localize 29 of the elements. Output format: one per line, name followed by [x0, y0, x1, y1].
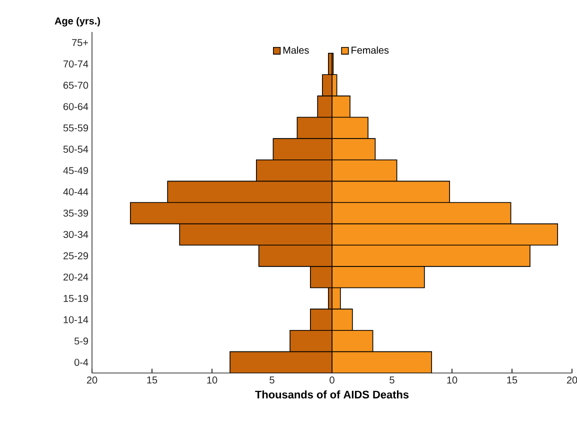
- x-tick-label: 5: [270, 376, 274, 384]
- y-tick-label: 75+: [72, 39, 88, 46]
- x-tick-label: 5: [390, 376, 394, 384]
- x-tick-label: 10: [447, 376, 458, 384]
- y-tick-label: 0-4: [74, 358, 88, 366]
- y-tick-label: 20-24: [64, 274, 88, 281]
- y-tick-label: 50-54: [63, 146, 88, 153]
- y-tick-label: 35-39: [63, 210, 88, 217]
- x-tick-label: 0: [330, 376, 334, 384]
- legend-label: Males: [283, 46, 309, 54]
- y-tick-label: 25-29: [64, 252, 88, 260]
- y-tick-label: 65-70: [64, 82, 88, 89]
- x-tick-label: 20: [566, 376, 577, 384]
- legend-label: Females: [352, 46, 389, 54]
- y-tick-label: 15-19: [64, 294, 88, 302]
- x-tick-label: 15: [147, 376, 158, 384]
- x-tick-label: 15: [507, 376, 518, 384]
- y-axis-title: Age (yrs.): [54, 17, 100, 26]
- y-tick-label: 10-14: [64, 316, 88, 324]
- y-tick-label: 30-34: [63, 230, 88, 238]
- x-tick-label: 10: [207, 376, 218, 384]
- x-axis-title: Thousands of of AIDS Deaths: [255, 390, 409, 398]
- y-tick-label: 45-49: [63, 167, 88, 174]
- y-tick-label: 40-44: [63, 188, 88, 196]
- y-tick-label: 5-9: [74, 338, 88, 345]
- x-tick-label: 20: [86, 376, 98, 384]
- y-tick-label: 60-64: [64, 103, 88, 110]
- y-tick-label: 70-74: [64, 60, 88, 68]
- y-tick-label: 55-59: [63, 124, 88, 132]
